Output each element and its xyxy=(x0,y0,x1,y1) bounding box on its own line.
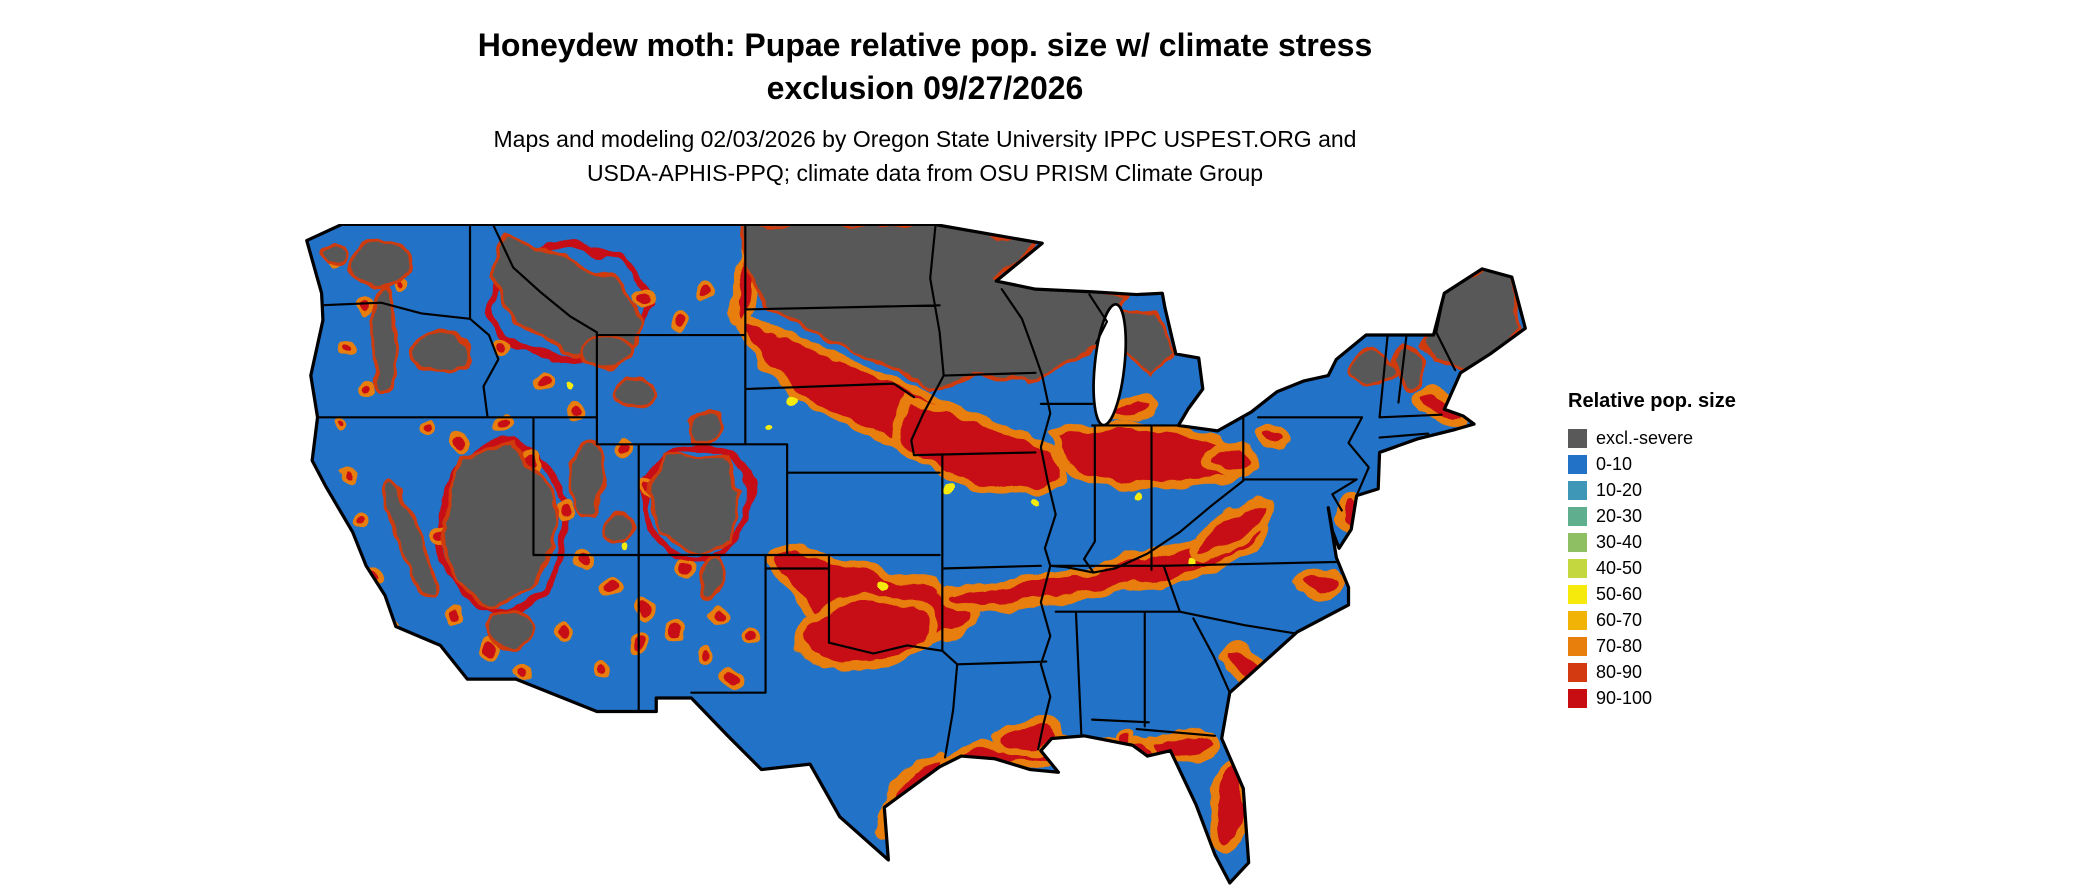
legend-label: 70-80 xyxy=(1596,636,1643,656)
legend-row: 0-10 xyxy=(1568,451,1736,477)
legend-swatch-30-40 xyxy=(1568,532,1587,552)
legend-swatch-excl-severe xyxy=(1568,428,1587,448)
us-map xyxy=(300,224,1528,886)
state-borders xyxy=(316,224,1457,759)
legend-row: 70-80 xyxy=(1568,633,1736,659)
legend-swatch-90-100 xyxy=(1568,688,1587,708)
page-title: Honeydew moth: Pupae relative pop. size … xyxy=(240,24,1610,110)
legend-label: 60-70 xyxy=(1596,610,1643,630)
legend-swatch-70-80 xyxy=(1568,636,1587,656)
subtitle-line-2: USDA-APHIS-PPQ; climate data from OSU PR… xyxy=(586,160,1264,186)
subtitle-line-1: Maps and modeling 02/03/2026 by Oregon S… xyxy=(493,126,1357,152)
legend-row: 50-60 xyxy=(1568,581,1736,607)
legend-swatch-40-50 xyxy=(1568,558,1587,578)
legend-swatch-50-60 xyxy=(1568,584,1587,604)
legend-swatch-0-10 xyxy=(1568,454,1587,474)
legend-swatch-80-90 xyxy=(1568,662,1587,682)
legend-label: 30-40 xyxy=(1596,532,1643,552)
legend-row: excl.-severe xyxy=(1568,425,1736,451)
legend-label: 40-50 xyxy=(1596,558,1643,578)
legend-title: Relative pop. size xyxy=(1568,390,1736,412)
legend-swatch-60-70 xyxy=(1568,610,1587,630)
legend-row: 20-30 xyxy=(1568,503,1736,529)
legend-row: 60-70 xyxy=(1568,607,1736,633)
legend-swatch-10-20 xyxy=(1568,480,1587,500)
legend-row: 90-100 xyxy=(1568,685,1736,711)
page-subtitle: Maps and modeling 02/03/2026 by Oregon S… xyxy=(240,122,1610,190)
legend-row: 10-20 xyxy=(1568,477,1736,503)
legend-row: 40-50 xyxy=(1568,555,1736,581)
legend-label: 80-90 xyxy=(1596,662,1643,682)
legend-label: 0-10 xyxy=(1596,454,1633,474)
legend-label: 50-60 xyxy=(1596,584,1643,604)
title-line-1: Honeydew moth: Pupae relative pop. size … xyxy=(477,27,1373,63)
legend-row: 30-40 xyxy=(1568,529,1736,555)
legend-label: excl.-severe xyxy=(1596,428,1694,448)
us-map-svg xyxy=(305,224,1527,885)
legend-label: 20-30 xyxy=(1596,506,1643,526)
legend-swatch-20-30 xyxy=(1568,506,1587,526)
legend-label: 90-100 xyxy=(1596,688,1653,708)
legend: Relative pop. size excl.-severe 0-10 10-… xyxy=(1568,390,1736,711)
title-line-2: exclusion 09/27/2026 xyxy=(766,70,1084,106)
legend-label: 10-20 xyxy=(1596,480,1643,500)
legend-row: 80-90 xyxy=(1568,659,1736,685)
